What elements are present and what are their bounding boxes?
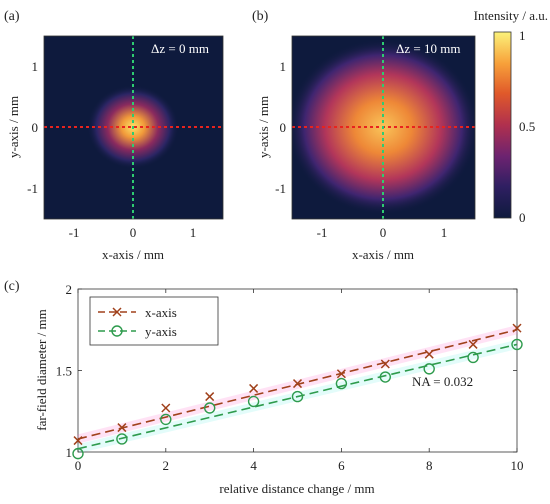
data-point-x-axis [336, 369, 346, 379]
data-point-y-axis [423, 363, 435, 375]
x-axis-label-a: x-axis / mm [102, 247, 164, 262]
y-tick-label-c: 1.5 [56, 364, 72, 379]
panel-label-b: (b) [252, 9, 269, 24]
data-point-y-axis [467, 351, 479, 364]
data-point-y-axis [116, 433, 128, 445]
x-axis-label-b: x-axis / mm [352, 247, 414, 262]
data-point-x-axis [117, 423, 127, 433]
colorbar-gradient [493, 31, 512, 219]
y-tick-label-b: -1 [275, 181, 286, 196]
y-axis-label-c: far-field diameter / mm [34, 309, 49, 430]
y-tick-label-a: -1 [27, 181, 38, 196]
line-panel-c: (c) 2 1.5 1 0 2 4 6 8 10 relative distan… [4, 279, 524, 496]
x-tick-label-b: 1 [441, 225, 448, 240]
x-tick-label-c: 0 [75, 458, 82, 473]
panel-label-a: (a) [4, 9, 20, 24]
colorbar-tick-label: 0.5 [519, 119, 535, 134]
data-point-y-axis [379, 371, 391, 383]
legend-marker-y-axis [111, 325, 123, 337]
legend-marker [111, 325, 123, 337]
data-markers-c [72, 323, 523, 460]
x-tick-label-c: 10 [511, 458, 524, 473]
x-tick-label-c: 8 [426, 458, 433, 473]
data-point-y-axis [247, 395, 260, 408]
heatmap-panel-b: (b) Δz = 10 mm 1 0 -1 -1 0 1 x-axis / mm… [252, 9, 476, 262]
delta-z-annotation-a: Δz = 0 mm [151, 41, 209, 56]
na-annotation: NA = 0.032 [412, 374, 473, 389]
y-tick-label-c: 2 [66, 282, 73, 297]
x-tick-label-a: -1 [69, 225, 80, 240]
x-tick-label-c: 6 [338, 458, 345, 473]
data-point-y-axis [291, 390, 304, 403]
y-axis-label-a: y-axis / mm [6, 96, 21, 158]
y-tick-label-b: 0 [280, 120, 287, 135]
data-point-x-axis [292, 379, 303, 389]
colorbar-label: Intensity / a.u. [474, 8, 548, 23]
data-point-x-axis [73, 436, 83, 446]
delta-z-annotation-b: Δz = 10 mm [396, 41, 460, 56]
legend-entry-x-axis: x-axis [145, 305, 177, 320]
data-point-y-axis [203, 402, 216, 414]
y-tick-label-b: 1 [280, 59, 287, 74]
legend-c: x-axis y-axis [89, 296, 219, 346]
legend-entry-y-axis: y-axis [145, 324, 177, 339]
legend-marker-x-axis [112, 307, 122, 317]
colorbar: Intensity / a.u. 1 0.5 0 [474, 8, 548, 225]
data-point-x-axis [205, 392, 215, 402]
data-point-x-axis [468, 339, 478, 349]
data-point-x-axis [161, 403, 171, 413]
legend-box [89, 296, 219, 346]
data-point-y-axis [72, 447, 84, 460]
x-tick-label-c: 2 [163, 458, 170, 473]
x-tick-label-c: 4 [250, 458, 257, 473]
data-point-x-axis [249, 383, 259, 393]
y-tick-label-a: 1 [32, 59, 39, 74]
heatmap-panel-a: (a) Δz = 0 mm 1 0 -1 -1 0 1 x-axis / mm … [4, 9, 224, 262]
data-point-x-axis [424, 349, 434, 359]
x-tick-label-b: -1 [317, 225, 328, 240]
legend-marker [112, 307, 122, 317]
data-point-x-axis [380, 359, 390, 369]
heatmap-b-frame [291, 35, 476, 220]
x-axis-label-c: relative distance change / mm [219, 481, 374, 496]
data-point-y-axis [335, 377, 348, 390]
panel-label-c: (c) [4, 279, 20, 294]
fit-line-y-axis [77, 343, 518, 450]
x-tick-label-a: 0 [130, 225, 137, 240]
y-axis-label-b: y-axis / mm [256, 96, 271, 158]
colorbar-tick-label: 0 [519, 210, 526, 225]
data-point-x-axis [512, 323, 522, 333]
heatmap-a-frame [43, 35, 224, 220]
data-point-y-axis [511, 338, 523, 351]
y-tick-label-a: 0 [32, 120, 39, 135]
colorbar-tick-label: 1 [519, 28, 526, 43]
x-tick-label-b: 0 [380, 225, 387, 240]
x-tick-label-a: 1 [190, 225, 197, 240]
data-point-y-axis [160, 413, 172, 426]
y-tick-label-c: 1 [66, 445, 73, 460]
